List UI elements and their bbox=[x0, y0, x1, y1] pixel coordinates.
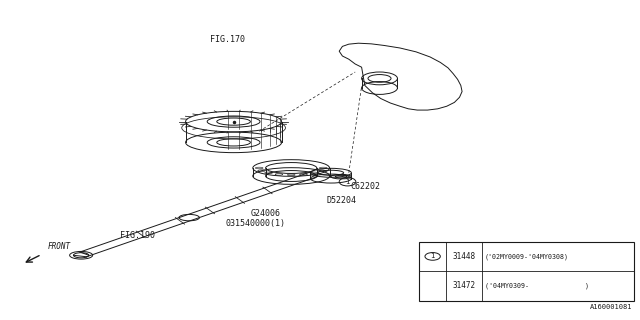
Text: ('02MY0009-'04MY0308): ('02MY0009-'04MY0308) bbox=[485, 253, 569, 260]
Text: A160001081: A160001081 bbox=[590, 304, 632, 310]
Text: FIG.170: FIG.170 bbox=[210, 35, 244, 44]
Text: 031540000(1): 031540000(1) bbox=[226, 219, 286, 228]
Text: 31448: 31448 bbox=[452, 252, 476, 261]
Text: 1: 1 bbox=[430, 253, 435, 260]
Text: D52204: D52204 bbox=[326, 196, 356, 205]
Text: 31472: 31472 bbox=[452, 282, 476, 291]
Text: G24006: G24006 bbox=[251, 209, 280, 218]
Text: 1: 1 bbox=[345, 179, 350, 185]
Text: C62202: C62202 bbox=[351, 182, 381, 191]
Text: FRONT: FRONT bbox=[48, 242, 71, 251]
Bar bbox=[419, 242, 634, 301]
Text: ('04MY0309-              ): ('04MY0309- ) bbox=[485, 283, 589, 289]
Text: FIG.190: FIG.190 bbox=[120, 231, 155, 240]
